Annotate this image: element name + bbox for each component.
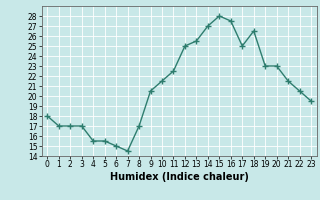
X-axis label: Humidex (Indice chaleur): Humidex (Indice chaleur) xyxy=(110,172,249,182)
